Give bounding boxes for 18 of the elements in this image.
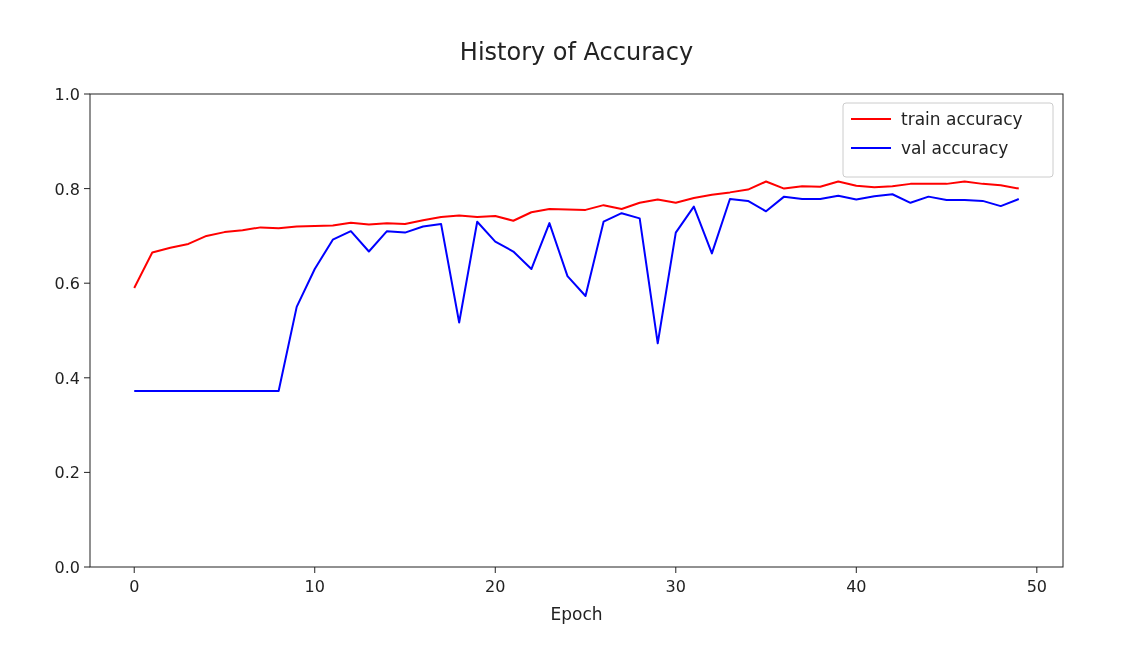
legend-label: train accuracy bbox=[901, 109, 1023, 129]
y-tick-label: 0.8 bbox=[54, 179, 80, 199]
y-tick-label: 0.6 bbox=[54, 274, 80, 294]
x-tick-label: 40 bbox=[846, 577, 867, 596]
y-tick-label: 0.2 bbox=[54, 463, 80, 483]
y-tick-label: 1.0 bbox=[54, 85, 80, 104]
line-series bbox=[133, 180, 1020, 289]
y-tick-label: 0.4 bbox=[54, 368, 80, 388]
chart-title: History of Accuracy bbox=[459, 38, 694, 66]
x-tick-label: 20 bbox=[485, 577, 506, 596]
x-tick-label: 0 bbox=[129, 577, 140, 596]
x-tick-label: 50 bbox=[1026, 577, 1047, 596]
x-tick-label: 30 bbox=[665, 577, 686, 596]
line-series bbox=[133, 193, 1020, 393]
y-tick-label: 0.0 bbox=[54, 558, 80, 577]
x-axis-title: Epoch bbox=[550, 604, 603, 624]
x-tick-label: 10 bbox=[304, 577, 325, 596]
legend-label: val accuracy bbox=[901, 138, 1009, 158]
